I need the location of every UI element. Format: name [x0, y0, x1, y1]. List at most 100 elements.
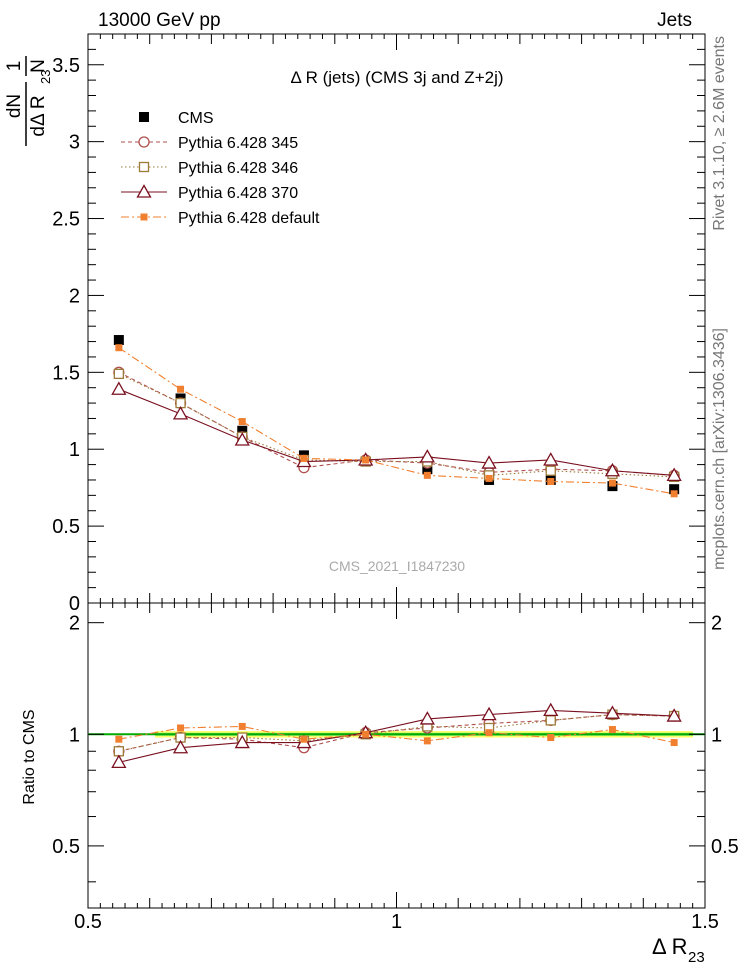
ratio-pythia-6-428-370-point [234, 734, 250, 749]
y-title-dn: dN [4, 94, 25, 118]
axes-ticks: 0.5 1 1.5 0 0.5 1 1.5 2 2.5 3 3.5 0.5 0.5 1 1 2 2 [52, 33, 739, 933]
ratio-pythia-6-428-345-line [118, 714, 675, 752]
legend-pythia-6-428-370-marker [136, 184, 152, 198]
series-layer [111, 335, 682, 769]
bottom-y-tick-label-right: 2 [711, 613, 722, 635]
top-cms-point [237, 425, 248, 436]
ratio-pythia-6-428-default-point [238, 722, 246, 730]
legend: CMS Pythia 6.428 345 Pythia 6.428 346 Pythi… [121, 110, 320, 227]
top-pythia-6-428-default-point [300, 454, 308, 462]
top-y-tick-label: 2 [69, 285, 80, 307]
x-axis-title: Δ R 23 [652, 934, 705, 966]
ratio-pythia-6-428-370-point [604, 705, 621, 719]
ratio-pythia-6-428-370-point [111, 754, 127, 769]
top-y-tick-label: 3 [69, 132, 80, 154]
legend-pythia-6-428-345-marker [138, 136, 150, 148]
ratio-uncertainty-band [88, 731, 705, 738]
top-pythia-6-428-default-point [177, 385, 185, 393]
top-pythia-6-428-default-point [362, 456, 370, 464]
legend-pythia-6-428-370-label: Pythia 6.428 370 [178, 185, 298, 202]
x-title-sub: 23 [688, 949, 705, 966]
top-pythia-6-428-default-line [118, 347, 675, 495]
bottom-y-tick-label-left: 0.5 [52, 836, 80, 858]
top-pythia-6-428-default-point [423, 471, 431, 479]
top-pythia-6-428-370-point [172, 406, 189, 420]
legend-pythia-6-428-default-label: Pythia 6.428 default [178, 210, 320, 227]
ratio-plot-frame [87, 602, 706, 909]
top-pythia-6-428-default-point [238, 418, 246, 426]
x-tick-label: 1.5 [691, 911, 719, 933]
top-y-axis-title: 1 N dN dΔ R 23 [4, 56, 53, 146]
header-energy-label: 13000 GeV pp [98, 10, 221, 31]
ratio-pythia-6-428-370-point [543, 702, 559, 717]
ratio-pythia-6-428-default-point [300, 735, 308, 743]
top-pythia-6-428-default-point [115, 344, 123, 352]
top-y-tick-label: 2.5 [52, 209, 80, 231]
plot-title: Δ R (jets) (CMS 3j and Z+2j) [290, 68, 503, 87]
ratio-pythia-6-428-346-point [545, 715, 556, 726]
y-title-one: 1 [4, 61, 25, 72]
ratio-pythia-6-428-default-point [485, 729, 493, 737]
ratio-pythia-6-428-370-point [481, 706, 497, 721]
bottom-y-tick-label-left: 2 [69, 613, 80, 635]
top-y-tick-label: 0.5 [52, 516, 80, 538]
ratio-pythia-6-428-370-point [419, 711, 435, 725]
top-pythia-6-428-370-point [543, 452, 559, 466]
top-pythia-6-428-370-point [419, 449, 435, 463]
top-y-tick-label: 1.5 [52, 362, 80, 384]
ratio-pythia-6-428-default-line [118, 725, 675, 744]
mcplots-credit-label: mcplots.cern.ch [arXiv:1306.3436] [711, 328, 728, 570]
bottom-y-tick-label-right: 1 [711, 724, 722, 746]
top-pythia-6-428-default-point [608, 479, 616, 487]
top-pythia-6-428-default-point [485, 474, 493, 482]
top-cms-point [113, 335, 124, 346]
ratio-pythia-6-428-346-point [113, 746, 124, 757]
analysis-watermark: CMS_2021_I1847230 [329, 558, 465, 574]
top-pythia-6-428-370-point [111, 381, 127, 395]
ratio-pythia-6-428-default-point [362, 730, 370, 738]
top-cms-point [669, 484, 680, 495]
top-pythia-6-428-346-point [113, 368, 124, 380]
x-title-main: Δ R [652, 934, 687, 959]
top-cms-point [422, 464, 433, 475]
top-pythia-6-428-346-line [118, 373, 675, 478]
ratio-pythia-6-428-default-point [177, 724, 185, 732]
x-tick-label: 1 [391, 911, 402, 933]
top-pythia-6-428-346-point [545, 465, 556, 476]
legend-cms-marker [139, 112, 149, 122]
legend-pythia-6-428-346-label: Pythia 6.428 346 [178, 160, 298, 177]
ratio-pythia-6-428-370-point [666, 708, 682, 722]
ratio-pythia-6-428-default-point [547, 734, 555, 742]
y-title-sub: 23 [38, 70, 53, 84]
top-pythia-6-428-default-point [547, 478, 555, 486]
ratio-pythia-6-428-default-point [670, 739, 678, 747]
top-pythia-6-428-370-point [234, 432, 250, 446]
top-pythia-6-428-345-line [118, 371, 675, 476]
bottom-y-axis-title: Ratio to CMS [21, 709, 38, 804]
bottom-y-tick-label-left: 1 [69, 724, 80, 746]
top-pythia-6-428-370-point [604, 462, 621, 477]
top-pythia-6-428-default-point [670, 490, 678, 498]
legend-cms-label: CMS [178, 110, 214, 127]
header-process-label: Jets [657, 10, 692, 31]
ratio-pythia-6-428-370-point [172, 739, 189, 754]
legend-pythia-6-428-default-marker [140, 213, 148, 221]
ratio-pythia-6-428-370-line [118, 709, 675, 763]
top-y-tick-label: 3.5 [52, 55, 80, 77]
x-tick-label: 0.5 [74, 911, 102, 933]
ratio-pythia-6-428-default-point [423, 737, 431, 745]
ratio-pythia-6-428-default-point [608, 726, 616, 734]
legend-pythia-6-428-346-marker [138, 161, 150, 173]
y-title-ddr: dΔ R [28, 95, 49, 136]
rivet-version-label: Rivet 3.1.10, ≥ 2.6M events [711, 36, 728, 231]
top-pythia-6-428-370-line [118, 388, 675, 476]
top-pythia-6-428-370-point [481, 455, 497, 469]
y-title-n: N [28, 59, 49, 73]
top-y-tick-label: 0 [69, 593, 80, 615]
legend-pythia-6-428-345-label: Pythia 6.428 345 [178, 135, 298, 152]
top-y-tick-label: 1 [69, 439, 80, 461]
bottom-y-tick-label-right: 0.5 [711, 836, 739, 858]
ratio-pythia-6-428-default-point [115, 735, 123, 743]
top-pythia-6-428-370-point [666, 467, 682, 482]
